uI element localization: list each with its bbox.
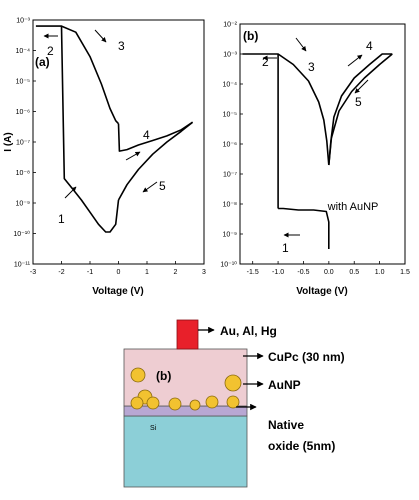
iv-curve-segment-2 [61, 25, 120, 125]
panel-a-arrow-1 [64, 186, 77, 199]
y-tick-label: 10⁻⁶ [16, 109, 30, 116]
panel-b: -1.5 -1.0 -0.5 0.0 0.5 1.0 1.5 10⁻²10⁻³10⁻⁴10⁻… [220, 22, 410, 298]
panel-b-curves [242, 53, 393, 249]
gold-nanoparticle [224, 374, 242, 392]
panel-b-curve-label-2: 2 [262, 55, 269, 69]
y-tick-label: 10⁻³ [16, 18, 30, 25]
panel-b-curve-label-1: 1 [282, 241, 289, 255]
iv-curve-segment-4 [117, 121, 194, 201]
gold-nanoparticle [146, 396, 160, 410]
gold-nanoparticles [130, 367, 242, 411]
gold-nanoparticle [226, 395, 240, 409]
device-panel-label: (b) [156, 369, 171, 383]
si-substrate [123, 415, 248, 488]
panel-b-label: (b) [243, 29, 258, 43]
y-tick-label: 10⁻³ [223, 52, 237, 59]
x-tick-label: 1.0 [375, 269, 385, 276]
iv-curve-segment-1 [35, 25, 120, 233]
panel-b-curve-label-5: 5 [355, 95, 362, 109]
device-diagram: (b) Si Au, Al, Hg CuPc (30 nm) AuNP Nati… [123, 319, 345, 488]
iv-curve-segment-1 [278, 207, 330, 249]
iv-curve-segment-3 [117, 121, 194, 152]
panel-a-curve-label-2: 2 [47, 44, 54, 58]
y-tick-label: 10⁻⁵ [223, 112, 237, 119]
x-tick-label: -1.0 [272, 269, 284, 276]
cupc-label: CuPc (30 nm) [268, 350, 345, 364]
panel-b-arrow-3 [295, 37, 307, 52]
iv-curve-segment-5 [328, 53, 393, 166]
panel-a-x-ticks: -3 -2 -1 0 1 2 3 [30, 261, 206, 276]
gold-nanoparticle [189, 399, 201, 411]
aunp-label: AuNP [268, 378, 301, 392]
gold-nanoparticle [205, 395, 219, 409]
panel-a-y-label: I (A) [3, 132, 14, 151]
panel-b-annotation: with AuNP [327, 201, 379, 213]
x-tick-label: -1 [87, 269, 93, 276]
panel-b-y-ticks: 10⁻² 10⁻³ 10⁻⁴ 10⁻⁵ 10⁻⁶ 10⁻⁷ 10⁻⁸ 10⁻⁹ 10⁻¹⁰ [220, 22, 243, 269]
y-tick-label: 10⁻¹⁰ [220, 261, 237, 269]
panel-b-x-label: Voltage (V) [296, 286, 347, 297]
panel-a-curve-label-3: 3 [118, 39, 125, 53]
panel-a: -3 -2 -1 0 1 2 3 10⁻³10⁻⁴10⁻⁵10⁻⁶10⁻⁷10⁻⁸10⁻⁹1… [3, 18, 206, 298]
y-tick-label: 10⁻⁴ [223, 82, 238, 89]
panel-a-arrow-4 [125, 151, 141, 161]
y-tick-label: 10⁻⁵ [16, 79, 30, 86]
panel-a-curve-label-1: 1 [58, 212, 65, 226]
y-tick-label: 10⁻¹¹ [14, 262, 31, 269]
iv-curve-segment-4 [328, 53, 393, 166]
x-tick-label: -2 [58, 269, 64, 276]
y-tick-label: 10⁻⁸ [223, 202, 237, 209]
gold-nanoparticle [130, 367, 146, 383]
x-tick-label: 1 [145, 269, 149, 276]
panel-b-curve-label-4: 4 [366, 39, 373, 53]
y-tick-label: 10⁻⁴ [16, 48, 31, 55]
panel-a-curve-label-4: 4 [143, 128, 150, 142]
y-tick-label: 10⁻⁸ [16, 170, 30, 177]
panel-a-label: (a) [35, 55, 50, 69]
panel-a-curve-label-5: 5 [159, 179, 166, 193]
panel-b-curve-label-3: 3 [308, 60, 315, 74]
x-tick-label: 1.5 [400, 269, 410, 276]
panel-a-y-ticks: 10⁻³ 10⁻⁴ 10⁻⁵ 10⁻⁶ 10⁻⁷ 10⁻⁸ 10⁻⁹ 10⁻¹⁰ 10⁻¹¹ [13, 18, 36, 269]
y-tick-label: 10⁻⁷ [16, 140, 30, 147]
native-oxide-layer [123, 405, 248, 417]
panel-a-arrow-3 [94, 29, 107, 43]
x-tick-label: 2 [174, 269, 178, 276]
panel-b-x-ticks: -1.5 -1.0 -0.5 0.0 0.5 1.0 1.5 [247, 261, 410, 276]
si-label: Si [150, 425, 157, 432]
gold-nanoparticle [130, 396, 144, 410]
native-oxide-label-line2: oxide (5nm) [268, 439, 335, 453]
panel-a-arrow-5 [142, 181, 158, 193]
y-tick-label: 10⁻⁶ [223, 142, 237, 149]
y-tick-label: 10⁻² [223, 22, 237, 29]
x-tick-label: 0.5 [349, 269, 359, 276]
gold-nanoparticle [168, 397, 182, 411]
electrode-label: Au, Al, Hg [220, 324, 277, 338]
panel-b-arrow-5 [354, 79, 369, 94]
x-tick-label: -0.5 [297, 269, 309, 276]
iv-curve-segment-3 [277, 53, 330, 166]
x-tick-label: 3 [202, 269, 206, 276]
y-tick-label: 10⁻¹⁰ [13, 230, 30, 238]
x-tick-label: 0.0 [324, 269, 334, 276]
panel-a-curves [35, 25, 194, 233]
iv-curve-segment-2 [242, 53, 279, 209]
x-tick-label: -3 [30, 269, 36, 276]
x-tick-label: -1.5 [247, 269, 259, 276]
native-oxide-label-line1: Native [268, 418, 304, 432]
x-tick-label: 0 [117, 269, 121, 276]
panel-a-x-label: Voltage (V) [92, 286, 143, 297]
y-tick-label: 10⁻⁹ [16, 201, 30, 208]
top-electrode [176, 319, 199, 350]
y-tick-label: 10⁻⁹ [223, 232, 237, 239]
y-tick-label: 10⁻⁷ [223, 172, 237, 179]
panel-b-arrow-4 [347, 54, 363, 67]
